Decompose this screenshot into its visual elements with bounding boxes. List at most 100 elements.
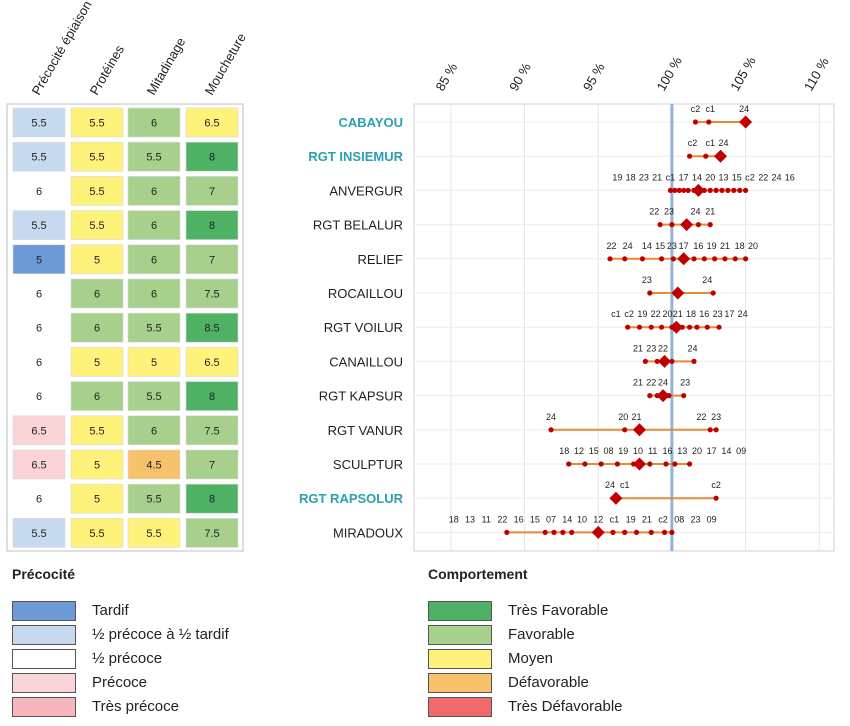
trial-label: 15 xyxy=(655,241,665,251)
rating-cell xyxy=(70,347,124,377)
trial-point xyxy=(691,256,697,262)
trial-label: 24 xyxy=(605,480,615,490)
trial-label: 19 xyxy=(637,309,647,319)
trial-point xyxy=(691,358,697,364)
rating-value: 6 xyxy=(36,323,42,335)
trial-label: 21 xyxy=(705,207,715,217)
rating-value: 6 xyxy=(36,289,42,301)
trial-point xyxy=(732,256,738,262)
rating-cell xyxy=(185,210,239,240)
rating-cell xyxy=(70,381,124,411)
trial-label: c2 xyxy=(691,104,701,114)
trial-point xyxy=(725,187,731,193)
trial-label: 23 xyxy=(642,275,652,285)
variety-name: SCULPTUR xyxy=(333,457,403,472)
trial-point xyxy=(582,461,588,467)
trial-label: 16 xyxy=(785,172,795,182)
trial-label: 13 xyxy=(718,172,728,182)
rating-cell xyxy=(12,518,66,548)
rating-value: 5.5 xyxy=(89,220,104,232)
rating-value: 5 xyxy=(94,357,100,369)
mean-diamond xyxy=(691,183,705,197)
trial-point xyxy=(622,427,628,433)
trial-label: c1 xyxy=(705,138,715,148)
trial-point xyxy=(669,358,675,364)
trial-point xyxy=(686,153,693,159)
trial-point xyxy=(707,222,713,228)
rating-value: 5.5 xyxy=(31,152,46,164)
trial-label: 11 xyxy=(648,446,657,456)
rating-value: 7.5 xyxy=(204,528,219,540)
trial-label: 24 xyxy=(718,138,728,148)
mean-diamond xyxy=(632,423,646,437)
variety-name: RGT RAPSOLUR xyxy=(299,491,404,506)
rating-value: 6.5 xyxy=(204,118,219,130)
trial-point xyxy=(636,324,643,330)
trial-point xyxy=(610,529,616,536)
rating-cell xyxy=(127,278,181,309)
rating-value: 6 xyxy=(151,289,157,301)
trial-point xyxy=(710,290,716,296)
rating-cell xyxy=(12,176,66,206)
legend-swatch xyxy=(428,625,492,645)
legend-swatch xyxy=(428,673,492,693)
legend-item: Tardif xyxy=(12,601,412,623)
trial-label: 17 xyxy=(707,446,717,456)
trial-point xyxy=(551,529,557,536)
legend-swatch xyxy=(12,625,76,645)
rating-cell xyxy=(12,210,66,240)
trial-label: 21 xyxy=(652,172,662,182)
rating-cell xyxy=(185,141,239,172)
rating-value: 5.5 xyxy=(89,118,104,130)
trial-label: 21 xyxy=(720,241,730,251)
mean-diamond xyxy=(671,286,685,300)
trial-point xyxy=(669,222,675,228)
rating-value: 5 xyxy=(151,357,157,369)
rating-cell xyxy=(12,347,66,377)
trial-label: c1 xyxy=(610,514,620,524)
rating-value: 6 xyxy=(94,289,100,301)
trial-label: 23 xyxy=(639,172,649,182)
rating-value: 5 xyxy=(94,254,100,266)
rating-value: 5.5 xyxy=(146,391,161,403)
rating-cell xyxy=(70,483,124,514)
legend-label: Très Favorable xyxy=(508,602,609,619)
legend-item: ½ précoce xyxy=(12,649,412,671)
trial-point xyxy=(704,324,710,330)
trial-point xyxy=(625,324,631,330)
trial-point xyxy=(713,495,719,501)
trial-point xyxy=(722,256,728,262)
trial-label: 24 xyxy=(546,412,556,422)
rating-cell xyxy=(185,278,239,309)
trial-label: 22 xyxy=(646,378,656,388)
trial-label: 16 xyxy=(662,446,672,456)
rating-cell xyxy=(185,312,239,343)
rating-cell xyxy=(185,415,239,446)
x-tick-label: 85 % xyxy=(432,60,460,94)
mean-diamond xyxy=(739,115,753,129)
trial-label: 22 xyxy=(606,241,616,251)
trial-label: 24 xyxy=(623,241,633,251)
trial-label: 10 xyxy=(577,514,587,524)
trial-label: 24 xyxy=(772,172,782,182)
rating-cell xyxy=(70,449,124,480)
mean-diamond xyxy=(669,320,683,334)
trial-label: 12 xyxy=(574,446,584,456)
rating-value: 6 xyxy=(151,254,157,266)
mean-diamond xyxy=(591,525,605,539)
trial-label: 21 xyxy=(633,343,643,353)
trial-point xyxy=(737,187,743,193)
rating-cell xyxy=(12,415,66,446)
legend-item: Très Favorable xyxy=(428,601,828,623)
legend-label: Précoce xyxy=(92,674,148,691)
rating-cell xyxy=(127,483,181,514)
rating-value: 6.5 xyxy=(31,425,46,437)
trial-label: 24 xyxy=(690,207,700,217)
trial-point xyxy=(657,222,663,228)
trial-point xyxy=(731,187,737,193)
trial-label: 12 xyxy=(593,514,603,524)
rating-value: 7 xyxy=(209,254,215,266)
trial-label: 15 xyxy=(732,172,742,182)
trial-point xyxy=(566,461,572,467)
